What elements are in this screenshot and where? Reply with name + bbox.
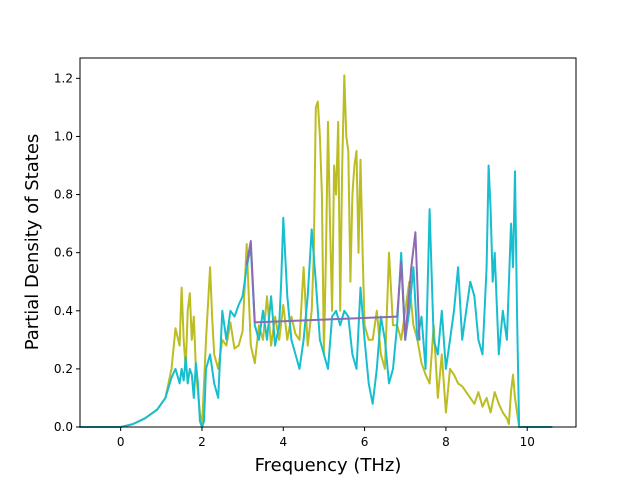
y-tick-label: 0.0 (54, 420, 73, 434)
x-tick-label: 6 (361, 435, 369, 449)
x-tick-label: 10 (520, 435, 535, 449)
y-tick-label: 0.2 (54, 362, 73, 376)
y-tick-label: 0.6 (54, 246, 73, 260)
y-axis-ticks: 0.0 0.2 0.4 0.6 0.8 1.0 1.2 (54, 71, 80, 434)
y-tick-label: 1.0 (54, 129, 73, 143)
y-tick-label: 1.2 (54, 71, 73, 85)
plot-frame (79, 57, 577, 428)
x-axis-ticks: 0 2 4 6 8 10 (117, 427, 535, 449)
x-axis-label: Frequency (THz) (255, 455, 402, 476)
series-layer (79, 74, 553, 428)
y-tick-label: 0.8 (54, 188, 73, 202)
x-tick-label: 2 (198, 435, 206, 449)
series-line-3 (245, 231, 421, 341)
y-axis-label: Partial Density of States (22, 134, 43, 351)
series-line-2 (79, 164, 553, 428)
x-tick-label: 8 (442, 435, 450, 449)
y-tick-label: 0.4 (54, 304, 73, 318)
series-line-1 (79, 74, 553, 428)
plot-area-background (80, 58, 576, 427)
x-tick-label: 4 (279, 435, 287, 449)
x-tick-label: 0 (117, 435, 125, 449)
